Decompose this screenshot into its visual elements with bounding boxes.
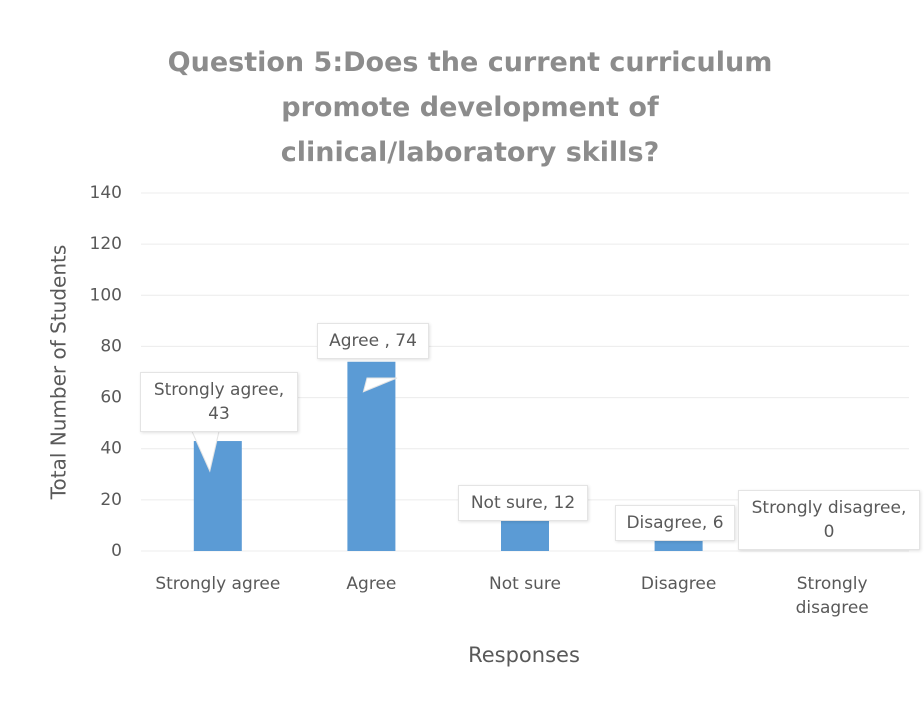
bar [347, 361, 396, 551]
y-tick-label: 60 [100, 388, 122, 408]
x-tick-label: Disagree [640, 574, 717, 594]
x-tick-label: Strongly agree [155, 574, 281, 594]
y-tick-label: 0 [111, 541, 122, 561]
data-label: Disagree, 6 [615, 505, 735, 541]
y-tick-label: 120 [90, 234, 122, 254]
y-axis-label: Total Number of Students [47, 245, 71, 501]
data-label: Not sure, 12 [458, 485, 588, 521]
x-tick-label: Strongly disagree [795, 574, 869, 618]
bar [193, 441, 242, 551]
data-label: Strongly agree, 43 [140, 372, 298, 432]
y-tick-label: 100 [90, 285, 122, 305]
x-axis-label: Responses [468, 643, 580, 667]
y-tick-label: 80 [100, 336, 122, 356]
data-label: Agree , 74 [317, 323, 429, 359]
y-tick-label: 40 [100, 439, 122, 459]
chart-title: Question 5:Does the current curriculum p… [167, 47, 773, 168]
y-tick-label: 140 [90, 183, 122, 203]
data-label: Strongly disagree, 0 [738, 490, 920, 550]
y-tick-label: 20 [100, 490, 122, 510]
x-tick-label: Not sure [489, 574, 561, 594]
x-tick-label: Agree [346, 574, 397, 594]
bar [501, 520, 549, 551]
callout-pointer [362, 377, 398, 393]
